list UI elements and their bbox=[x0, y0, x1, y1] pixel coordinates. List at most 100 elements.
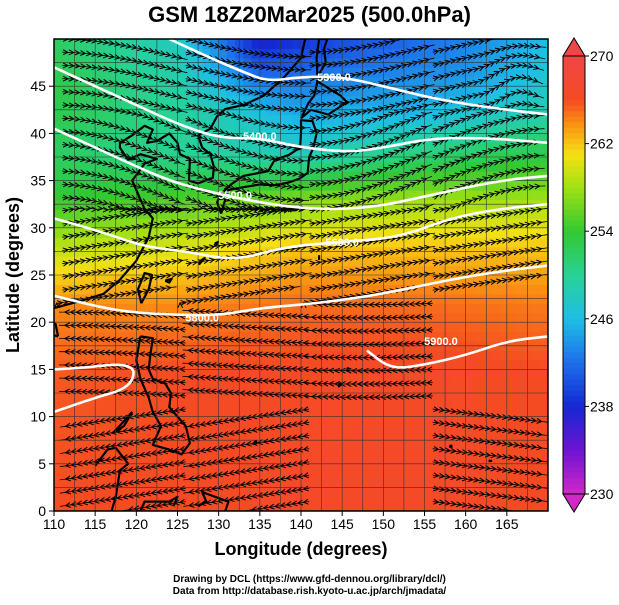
streamline bbox=[182, 363, 310, 369]
colorbar-cell bbox=[563, 176, 585, 183]
field-cell bbox=[317, 303, 327, 314]
field-cell bbox=[515, 57, 524, 68]
field-cell bbox=[366, 275, 376, 286]
field-cell bbox=[317, 171, 327, 182]
colorbar-tick-label: 270 bbox=[590, 48, 614, 64]
contour-line bbox=[54, 127, 548, 211]
field-cell bbox=[268, 350, 277, 361]
field-cell bbox=[169, 463, 179, 474]
field-cell bbox=[375, 482, 384, 493]
field-cell bbox=[325, 426, 335, 437]
field-cell bbox=[506, 237, 516, 248]
field-cell bbox=[54, 397, 63, 408]
field-cell bbox=[350, 501, 360, 511]
field-cell bbox=[144, 397, 154, 408]
field-cell bbox=[251, 359, 261, 370]
field-cell bbox=[539, 501, 548, 511]
field-cell bbox=[177, 473, 187, 484]
field-cell bbox=[292, 67, 302, 78]
field-cell bbox=[177, 123, 187, 134]
field-cell bbox=[70, 105, 80, 116]
field-cell bbox=[95, 501, 104, 511]
field-cell bbox=[185, 256, 195, 267]
field-cell bbox=[226, 86, 236, 97]
field-cell bbox=[515, 331, 524, 342]
field-cell bbox=[408, 378, 417, 389]
field-cell bbox=[284, 492, 294, 503]
field-cell bbox=[333, 359, 343, 370]
field-cell bbox=[440, 293, 450, 304]
field-cell bbox=[259, 416, 269, 427]
field-cell bbox=[292, 293, 302, 304]
field-cell bbox=[498, 123, 508, 134]
field-cell bbox=[185, 95, 195, 106]
field-cell bbox=[292, 284, 302, 295]
field-cell bbox=[416, 312, 426, 323]
field-cell bbox=[251, 501, 261, 511]
field-cell bbox=[54, 312, 63, 323]
field-cell bbox=[177, 171, 187, 182]
field-cell bbox=[202, 275, 212, 286]
field-cell bbox=[498, 407, 508, 418]
field-cell bbox=[317, 284, 327, 295]
field-cell bbox=[350, 426, 360, 437]
field-cell bbox=[490, 369, 500, 380]
field-cell bbox=[424, 322, 434, 333]
field-cell bbox=[457, 303, 467, 314]
field-cell bbox=[177, 48, 187, 59]
field-cell bbox=[86, 67, 96, 78]
field-cell bbox=[539, 208, 548, 219]
field-cell bbox=[161, 142, 170, 153]
colorbar-cell bbox=[563, 324, 585, 331]
field-cell bbox=[136, 180, 146, 191]
field-cell bbox=[185, 237, 195, 248]
field-cell bbox=[218, 284, 228, 295]
field-cell bbox=[350, 39, 360, 50]
field-cell bbox=[226, 227, 236, 238]
field-cell bbox=[301, 171, 310, 182]
field-cell bbox=[424, 492, 434, 503]
field-cell bbox=[309, 350, 319, 361]
field-cell bbox=[383, 293, 393, 304]
field-cell bbox=[284, 293, 294, 304]
field-cell bbox=[251, 426, 261, 437]
field-cell bbox=[465, 492, 475, 503]
field-cell bbox=[366, 407, 376, 418]
field-cell bbox=[251, 86, 261, 97]
field-cell bbox=[539, 48, 548, 59]
streamline bbox=[182, 376, 310, 382]
field-cell bbox=[449, 57, 459, 68]
field-cell bbox=[490, 123, 500, 134]
field-cell bbox=[268, 48, 277, 59]
field-cell bbox=[457, 190, 467, 201]
field-cell bbox=[292, 86, 302, 97]
field-cell bbox=[350, 350, 360, 361]
field-cell bbox=[226, 331, 236, 342]
field-cell bbox=[218, 369, 228, 380]
colorbar-cell bbox=[563, 154, 585, 161]
field-cell bbox=[424, 359, 434, 370]
field-cell bbox=[449, 67, 459, 78]
streamline bbox=[305, 317, 433, 318]
field-cell bbox=[498, 331, 508, 342]
colorbar-cell bbox=[563, 181, 585, 188]
height-contours: 5300.0 5400.0 5500.0 5600.0 5800.0 5900.0 bbox=[54, 39, 548, 414]
field-cell bbox=[268, 218, 277, 229]
field-cell bbox=[78, 426, 88, 437]
field-cell bbox=[317, 397, 327, 408]
field-cell bbox=[169, 303, 179, 314]
field-cell bbox=[78, 208, 88, 219]
field-cell bbox=[78, 322, 88, 333]
field-cell bbox=[210, 171, 220, 182]
field-cell bbox=[78, 312, 88, 323]
field-cell bbox=[259, 501, 269, 511]
field-cell bbox=[119, 350, 129, 361]
field-cell bbox=[144, 454, 154, 465]
x-tick-label: 130 bbox=[207, 516, 231, 532]
field-cell bbox=[161, 331, 170, 342]
field-cell bbox=[78, 86, 88, 97]
field-cell bbox=[366, 284, 376, 295]
contour-label: 5400.0 bbox=[243, 131, 277, 143]
field-cell bbox=[259, 48, 269, 59]
field-cell bbox=[449, 293, 459, 304]
